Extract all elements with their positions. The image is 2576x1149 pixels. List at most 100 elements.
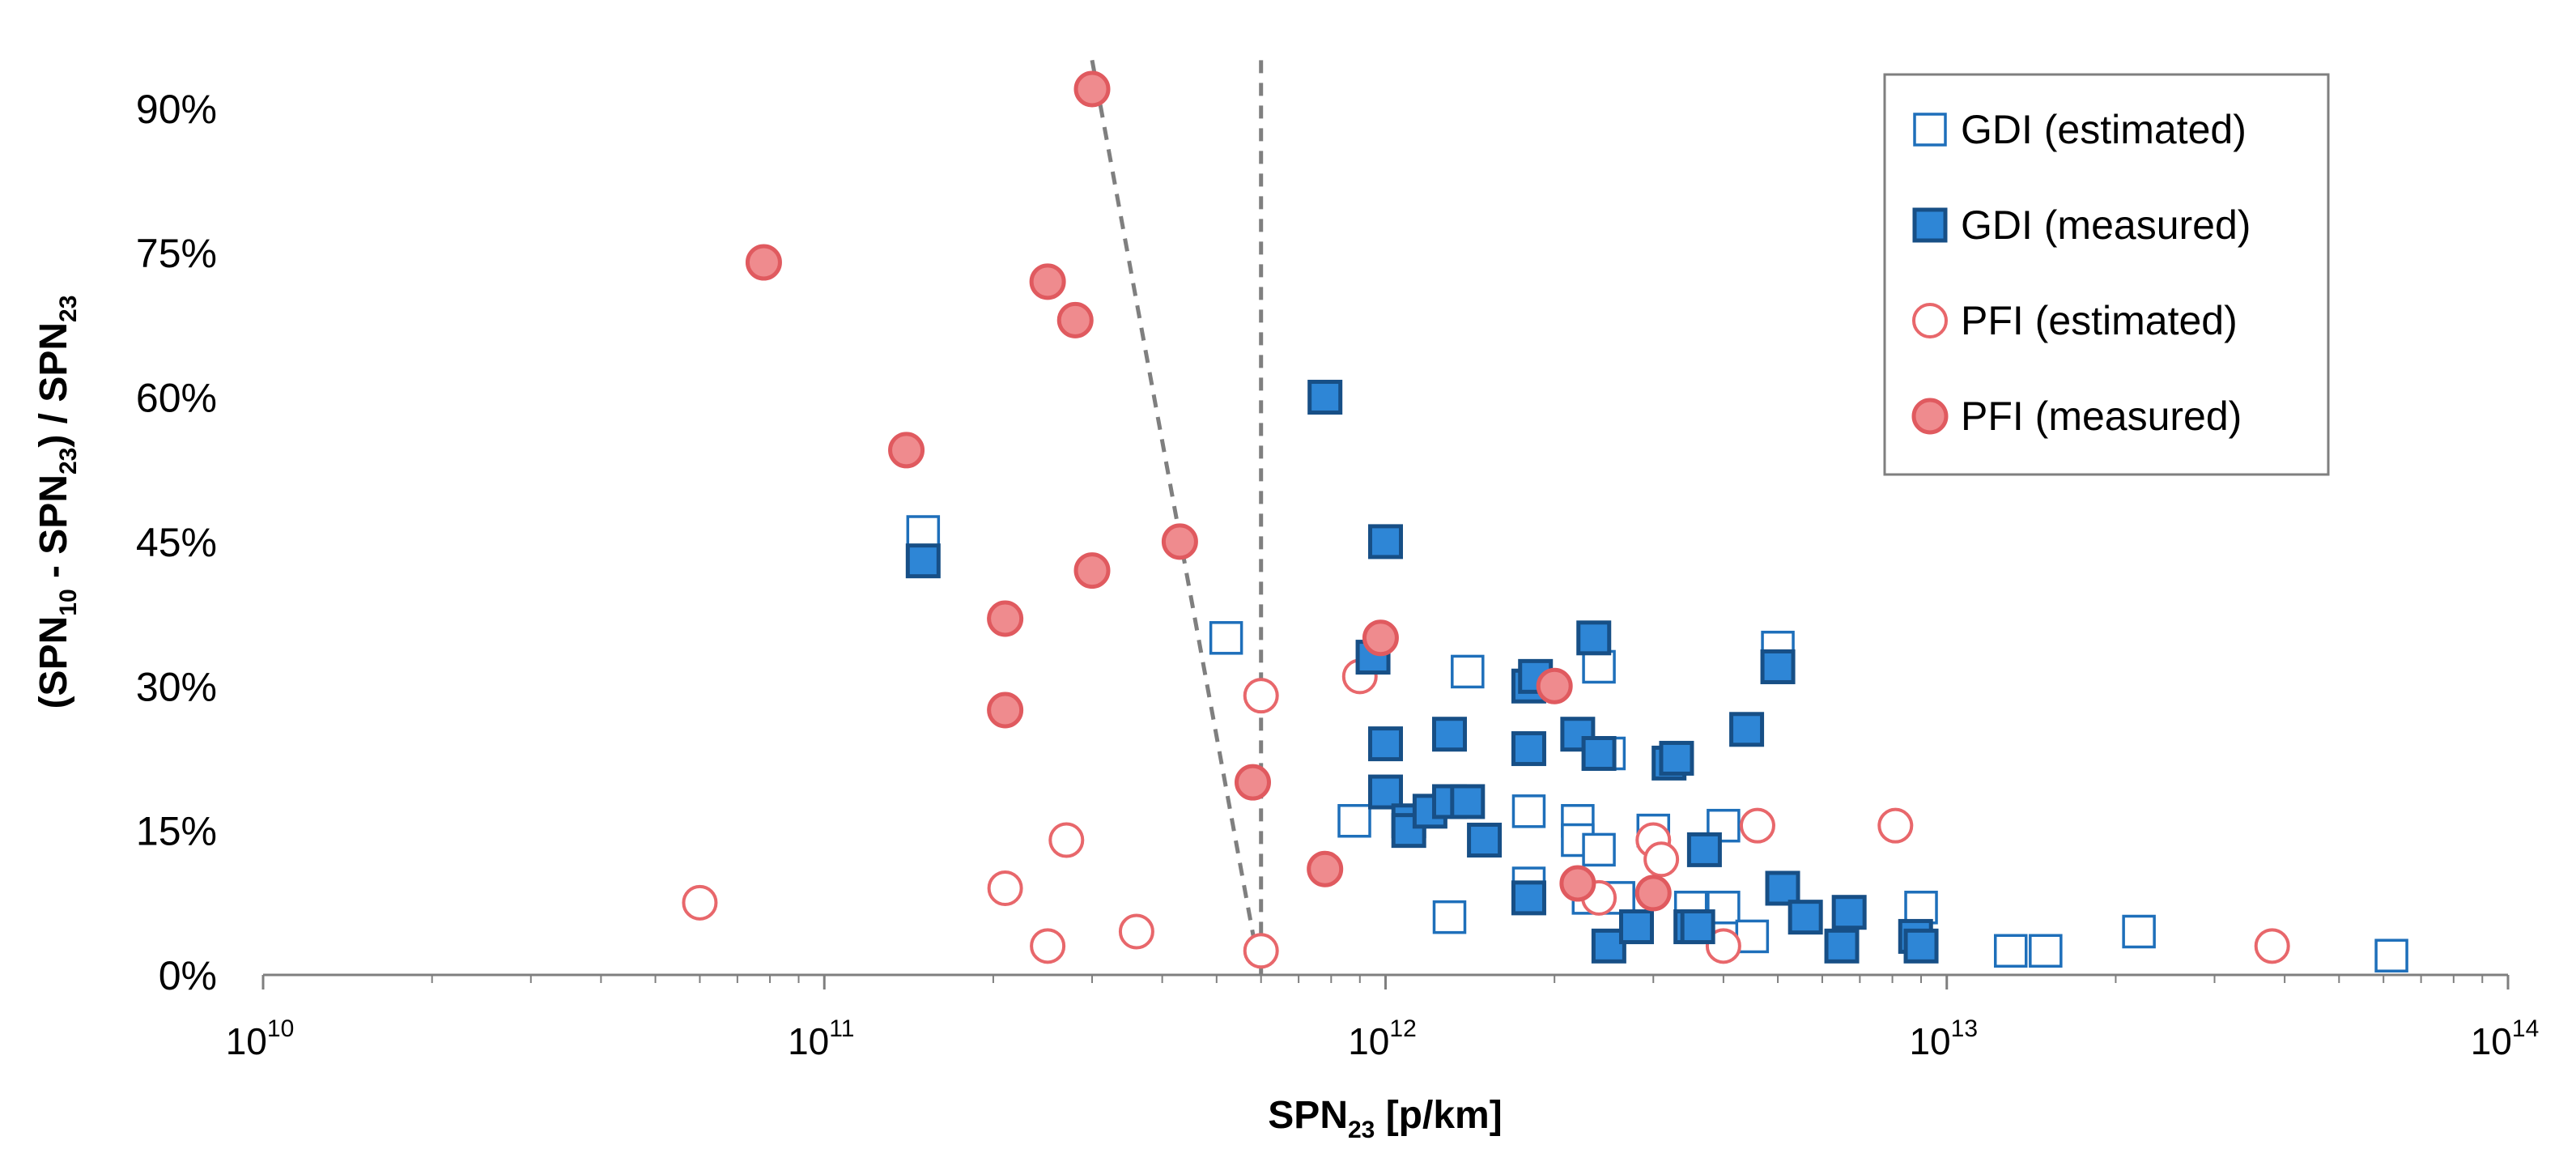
point-circle-filled: [987, 692, 1024, 729]
y-tick-label: 60%: [136, 376, 217, 421]
point-circle-open: [1643, 841, 1680, 878]
point-square-filled: [1511, 731, 1546, 767]
y-axis-title: (SPN10 - SPN23) / SPN23: [32, 296, 82, 709]
x-tick-label: 1012: [1348, 1015, 1417, 1062]
point-circle-filled: [1234, 764, 1271, 801]
point-square-filled: [1368, 524, 1403, 560]
x-tick-label: 1013: [1909, 1015, 1978, 1062]
point-square-open: [2122, 914, 2156, 949]
guide-lines: [1090, 59, 1264, 975]
point-circle-filled: [1307, 850, 1344, 887]
point-square-filled: [1729, 712, 1765, 747]
y-tick-label: 75%: [136, 231, 217, 276]
point-circle-open: [1118, 913, 1154, 950]
point-square-filled: [1760, 649, 1796, 684]
point-square-filled: [1686, 832, 1722, 867]
x-tick-base: 10: [1909, 1020, 1950, 1062]
point-square-filled: [1431, 717, 1467, 752]
point-square-open: [1582, 649, 1616, 684]
point-circle-filled: [987, 600, 1024, 637]
point-square-filled: [1450, 784, 1486, 819]
legend-marker-circle-open: [1912, 303, 1948, 338]
point-circle-open: [1030, 928, 1066, 964]
y-tick-label: 15%: [136, 809, 217, 854]
point-square-filled: [1765, 870, 1800, 906]
guide-line-tilted: [1090, 59, 1260, 956]
point-square-filled: [1659, 740, 1694, 776]
point-square-filled: [1368, 774, 1403, 810]
legend-label: PFI (measured): [1961, 394, 2242, 439]
x-tick-label: 1014: [2471, 1015, 2540, 1062]
point-square-filled: [1511, 880, 1546, 916]
point-circle-filled: [1559, 865, 1596, 902]
point-square-open: [1904, 891, 1938, 925]
point-square-filled: [1831, 895, 1867, 930]
point-circle-open: [1705, 928, 1741, 964]
point-square-open: [1209, 621, 1243, 655]
point-circle-filled: [1073, 70, 1111, 108]
x-tick-label: 1011: [788, 1015, 854, 1062]
point-square-open: [1511, 794, 1546, 828]
x-tick-base: 10: [2471, 1020, 2512, 1062]
point-circle-filled: [1362, 619, 1399, 657]
point-square-filled: [1467, 823, 1503, 858]
point-square-filled: [905, 543, 941, 579]
point-circle-open: [1243, 678, 1279, 714]
x-tick-exponent: 13: [1951, 1015, 1978, 1042]
y-tick-label: 45%: [136, 520, 217, 565]
x-tick-base: 10: [226, 1020, 267, 1062]
point-circle-open: [987, 870, 1023, 906]
x-tick-base: 10: [788, 1020, 829, 1062]
point-square-filled: [1581, 736, 1617, 771]
point-square-filled: [1680, 909, 1715, 945]
legend-marker-square-open: [1913, 113, 1947, 147]
legend: GDI (estimated) GDI (measured) PFI (estima…: [1883, 73, 2330, 476]
legend-box: [1883, 73, 2330, 476]
y-tick-label: 0%: [159, 953, 217, 998]
x-tick-exponent: 10: [267, 1015, 294, 1042]
x-tick-exponent: 11: [829, 1015, 854, 1042]
point-square-filled: [1368, 726, 1403, 762]
legend-marker-circle-filled: [1911, 398, 1949, 435]
point-circle-filled: [745, 244, 782, 281]
legend-label: PFI (estimated): [1961, 298, 2238, 343]
point-square-filled: [1824, 928, 1860, 964]
point-circle-filled: [1056, 301, 1094, 338]
point-square-open: [1451, 654, 1485, 689]
point-circle-open: [1048, 822, 1085, 858]
point-square-filled: [1391, 813, 1426, 849]
point-square-open: [1432, 900, 1467, 934]
point-square-filled: [1307, 380, 1343, 415]
x-tick-exponent: 12: [1389, 1015, 1416, 1042]
data-points: [682, 70, 2408, 972]
point-circle-filled: [1161, 523, 1198, 560]
point-square-open: [1993, 934, 2028, 968]
point-circle-filled: [1634, 875, 1672, 912]
point-circle-open: [1739, 807, 1775, 844]
point-circle-open: [682, 884, 718, 921]
point-circle-open: [2254, 928, 2290, 964]
y-tick-label: 30%: [136, 664, 217, 709]
point-circle-filled: [1536, 667, 1573, 704]
legend-label: GDI (measured): [1961, 202, 2251, 248]
point-square-open: [1582, 832, 1616, 867]
point-circle-open: [1877, 807, 1914, 844]
y-tick-label: 90%: [136, 87, 217, 132]
point-circle-filled: [1073, 552, 1111, 589]
point-circle-filled: [1029, 263, 1066, 300]
x-ticks: 1010 1011 1012 1013 1014: [226, 975, 2540, 1062]
point-square-filled: [1903, 928, 1939, 964]
point-circle-filled: [888, 432, 925, 469]
point-square-open: [1337, 803, 1371, 838]
point-square-open: [906, 515, 941, 549]
point-square-open: [1735, 919, 1770, 954]
x-tick-base: 10: [1348, 1020, 1389, 1062]
point-square-open: [2029, 934, 2063, 968]
x-axis-title: SPN23 [p/km]: [1268, 1094, 1502, 1143]
x-tick-label: 1010: [226, 1015, 295, 1062]
point-square-filled: [1576, 620, 1612, 656]
point-square-filled: [1618, 909, 1654, 945]
y-ticks: 0% 15% 30% 45% 60% 75% 90%: [136, 87, 217, 998]
point-circle-open: [1243, 933, 1279, 969]
